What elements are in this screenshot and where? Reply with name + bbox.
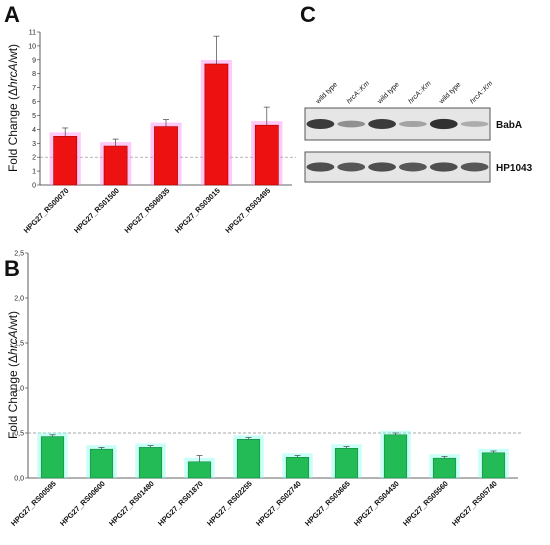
category-label: HPG27_RS01870: [156, 479, 205, 528]
category-label: HPG27_RS00600: [58, 479, 107, 528]
y-tick-label: 9: [32, 57, 36, 64]
panel-a-chart: 0 1 2 3 4 5 6 7 8 9 10 11 HPG27_RS00070 HPG27_RS01500…: [22, 30, 296, 235]
y-tick-label: 6: [32, 99, 36, 106]
bar: [154, 126, 178, 186]
category-label: HPG27_RS00595: [9, 479, 58, 528]
y-tick-label: 2,0: [14, 296, 24, 303]
bar: [285, 456, 310, 479]
lane-label: hrcA::Km: [469, 80, 494, 105]
blot-label: HP1043: [496, 163, 533, 174]
category-label: HPG27_RS01500: [72, 186, 121, 235]
bar: [481, 452, 506, 479]
y-tick-label: 8: [32, 71, 36, 78]
bar: [383, 434, 408, 479]
blot-band: [460, 162, 489, 172]
blot-strip: [304, 107, 491, 141]
y-tick-label: 3: [32, 141, 36, 148]
category-label: HPG27_RS05740: [450, 479, 499, 528]
category-label: HPG27_RS03665: [303, 479, 352, 528]
y-tick-label: 11: [29, 30, 36, 37]
bar: [40, 436, 65, 479]
panel-a-y-axis-label: Fold Change (ΔhrcA/wt): [6, 44, 20, 172]
blot-band: [337, 120, 366, 128]
y-tick-label: 1,5: [14, 341, 24, 348]
y-tick-label: 10: [28, 43, 36, 50]
category-label: HPG27_RS01480: [107, 479, 156, 528]
bar: [236, 438, 261, 479]
category-label: HPG27_RS02255: [205, 479, 254, 528]
category-label: HPG27_RS03495: [223, 186, 272, 235]
blot-band: [429, 162, 458, 172]
category-label: HPG27_RS06935: [123, 186, 172, 235]
bar: [138, 447, 163, 479]
category-label: HPG27_RS03015: [173, 186, 222, 235]
y-tick-label: 5: [32, 113, 36, 120]
lane-label: hrcA::Km: [407, 80, 432, 105]
blot-label: BabA: [496, 120, 522, 131]
category-label: HPG27_RS05560: [401, 479, 450, 528]
bar: [103, 145, 128, 186]
blot-band: [399, 120, 427, 128]
lane-label: hrcA::Km: [346, 80, 371, 105]
y-tick-label: 7: [32, 85, 36, 92]
blot-strip: [304, 151, 491, 183]
bar: [187, 461, 212, 479]
y-tick-label: 0: [32, 183, 36, 190]
y-tick-label: 1: [32, 169, 36, 176]
blot-band: [460, 121, 489, 127]
blot-band: [306, 162, 335, 172]
blot-band: [306, 119, 335, 129]
y-tick-label: 2,5: [14, 251, 24, 258]
category-label: HPG27_RS02740: [254, 479, 303, 528]
bar: [432, 457, 457, 479]
blot-band: [429, 118, 458, 130]
blot-band: [337, 162, 366, 172]
blot-band: [399, 162, 427, 172]
panel-c-western-blot: wild type hrcA::Km wild type hrcA::Km wild t…: [304, 80, 533, 183]
lane-label: wild type: [376, 81, 401, 106]
category-label: HPG27_RS00070: [22, 186, 71, 235]
bar: [254, 124, 279, 186]
y-tick-label: 2: [32, 155, 36, 162]
lane-label: wild type: [314, 81, 339, 106]
panel-c-letter: C: [300, 2, 316, 27]
y-tick-label: 0,5: [14, 431, 24, 438]
category-label: HPG27_RS04430: [352, 479, 401, 528]
y-tick-label: 0,0: [14, 476, 24, 483]
bar: [53, 136, 78, 186]
bar: [89, 448, 114, 479]
y-tick-label: 1,0: [14, 386, 24, 393]
bar: [334, 447, 359, 479]
panel-b-letter: B: [4, 256, 20, 281]
panel-a-letter: A: [4, 2, 20, 27]
lane-label: wild type: [438, 81, 463, 106]
bar: [204, 63, 229, 186]
blot-band: [368, 162, 396, 172]
blot-band: [368, 119, 396, 129]
panel-b-y-axis-label: Fold Change (ΔhrcA/wt): [6, 311, 20, 439]
y-tick-label: 4: [32, 127, 36, 134]
